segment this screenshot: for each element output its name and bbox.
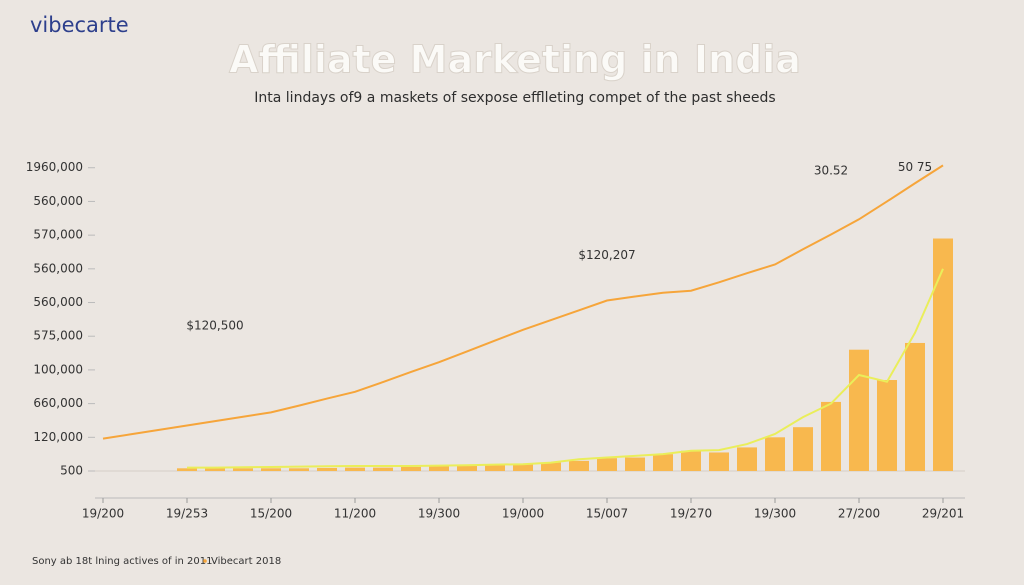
annotation: $120,500 xyxy=(186,319,243,333)
bar xyxy=(933,238,953,471)
x-tick-label: 19/200 xyxy=(82,507,124,521)
bar xyxy=(177,468,197,471)
annotation: 30.52 xyxy=(814,164,848,178)
annotation: $120,207 xyxy=(578,248,635,262)
y-tick-label: 560,000 xyxy=(33,295,83,309)
y-tick-label: 500 xyxy=(60,464,83,478)
x-tick-label: 11/200 xyxy=(334,507,376,521)
chart-subtitle: Inta lindays of9 a maskets of sexpose ef… xyxy=(254,90,775,106)
x-tick-label: 15/007 xyxy=(586,507,628,521)
x-tick-label: 27/200 xyxy=(838,507,880,521)
bar xyxy=(401,466,421,471)
bar xyxy=(261,468,281,471)
y-tick-label: 575,000 xyxy=(33,329,83,343)
y-tick-label: 120,000 xyxy=(33,430,83,444)
bar xyxy=(793,427,813,471)
bar xyxy=(877,380,897,471)
x-tick-label: 19/270 xyxy=(670,507,712,521)
x-tick-label: 29/201 xyxy=(922,507,964,521)
x-tick-label: 19/253 xyxy=(166,507,208,521)
brand: vibecarte xyxy=(30,13,129,37)
bar xyxy=(205,468,225,471)
bar xyxy=(653,454,673,471)
footer-dot xyxy=(203,559,207,563)
line xyxy=(102,164,944,440)
bar xyxy=(373,467,393,471)
footer-source: Sony ab 18t lning actives of in 2011 xyxy=(32,556,212,567)
bar xyxy=(681,450,701,471)
y-tick-label: 560,000 xyxy=(33,194,83,208)
bar xyxy=(597,458,617,471)
bar xyxy=(429,465,449,471)
y-tick-label: 100,000 xyxy=(33,362,83,376)
bar xyxy=(905,342,925,471)
x-tick-label: 19/300 xyxy=(754,507,796,521)
bar xyxy=(485,464,505,471)
y-tick-label: 660,000 xyxy=(33,396,83,410)
bar xyxy=(289,468,309,471)
bar xyxy=(709,452,729,471)
x-tick-label: 15/200 xyxy=(250,507,292,521)
bar xyxy=(765,437,785,471)
y-tick-label: 560,000 xyxy=(33,261,83,275)
bar xyxy=(457,465,477,471)
bar xyxy=(625,457,645,471)
bar xyxy=(737,447,757,471)
bar xyxy=(233,468,253,471)
x-tick-label: 19/300 xyxy=(418,507,460,521)
y-tick-label: 1960,000 xyxy=(26,160,83,174)
annotation: 50 75 xyxy=(898,160,932,174)
line xyxy=(187,268,944,469)
bar xyxy=(849,349,869,471)
bar xyxy=(317,467,337,471)
footer-credit: Vibecart 2018 xyxy=(211,556,281,567)
bar xyxy=(345,467,365,471)
x-tick-label: 19/000 xyxy=(502,507,544,521)
chart-title: Affiliate Marketing in India xyxy=(229,38,801,82)
bar xyxy=(821,401,841,471)
bar xyxy=(541,462,561,471)
bar xyxy=(569,460,589,471)
y-tick-label: 570,000 xyxy=(33,228,83,242)
bar xyxy=(513,464,533,471)
